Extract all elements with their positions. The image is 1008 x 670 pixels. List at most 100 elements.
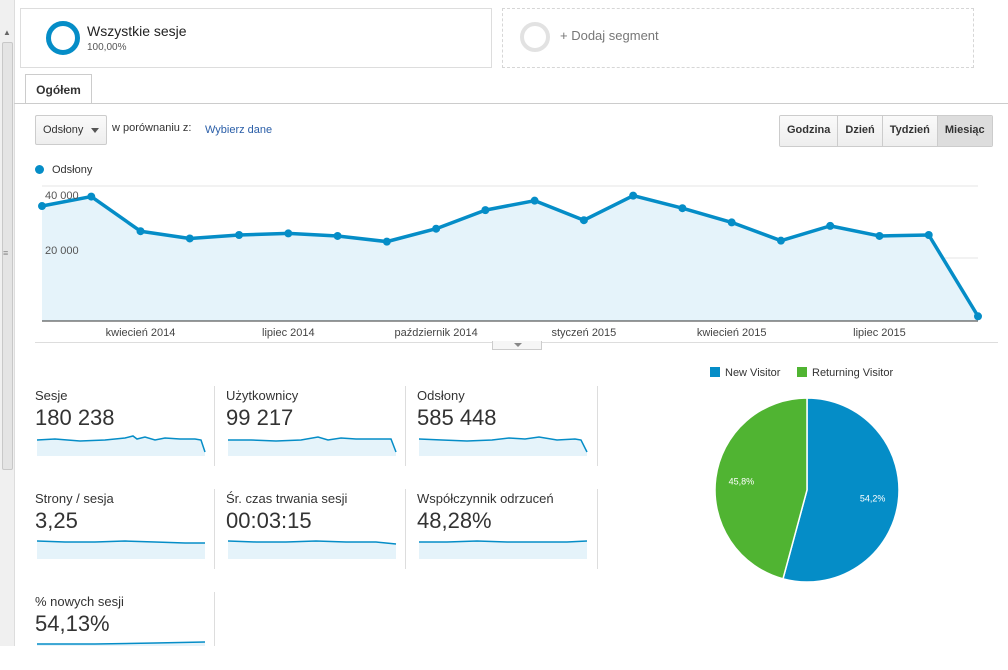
choose-metric-link[interactable]: Wybierz dane	[205, 124, 273, 136]
visitor-type-pie-chart[interactable]: 54,2% 45,8%	[712, 397, 902, 587]
collapse-chart-handle[interactable]	[492, 341, 542, 350]
tab-overview[interactable]: Ogółem	[25, 74, 92, 104]
data-point[interactable]	[727, 218, 736, 227]
x-tick-label: lipiec 2015	[853, 327, 906, 339]
metric-bounce-rate[interactable]: Współczynnik odrzuceń 48,28%	[417, 491, 597, 567]
metric-users[interactable]: Użytkownicy 99 217	[226, 388, 406, 464]
scrollbar-thumb[interactable]	[2, 42, 13, 470]
range-week-button[interactable]: Tydzień	[882, 116, 938, 146]
metric-divider	[405, 489, 406, 569]
legend-swatch-icon	[797, 367, 807, 377]
data-point[interactable]	[284, 229, 293, 238]
metric-divider	[405, 386, 406, 466]
metric-label: % nowych sesji	[35, 594, 124, 609]
metric-value: 54,13%	[35, 611, 110, 636]
pageviews-line-chart[interactable]: 40 000 20 000 kwiecień 2014 lipiec 2014 paźd…	[0, 170, 1008, 345]
vertical-scrollbar[interactable]: ▲ ≡	[0, 0, 15, 646]
metric-divider	[214, 489, 215, 569]
add-segment-label: + Dodaj segment	[560, 28, 659, 43]
pie-slice-label: 54,2%	[860, 494, 886, 504]
data-point[interactable]	[776, 236, 785, 245]
data-point[interactable]	[826, 221, 835, 230]
range-hour-button[interactable]: Godzina	[780, 116, 839, 146]
add-segment-ring-icon	[520, 22, 550, 52]
metric-label: Użytkownicy	[226, 388, 299, 403]
pie-legend-new[interactable]: New Visitor	[710, 367, 780, 379]
legend-swatch-icon	[710, 367, 720, 377]
pie-slice[interactable]	[782, 397, 900, 583]
data-point[interactable]	[185, 234, 194, 243]
pie-legend-returning[interactable]: Returning Visitor	[797, 367, 893, 379]
metric-label: Współczynnik odrzuceń	[417, 491, 554, 506]
data-point[interactable]	[382, 237, 391, 246]
metric-sparkline	[36, 435, 206, 456]
data-point[interactable]	[87, 192, 96, 201]
data-point[interactable]	[579, 216, 588, 225]
pie-legend-label: New Visitor	[725, 367, 781, 379]
data-point[interactable]	[924, 231, 933, 240]
metric-label: Śr. czas trwania sesji	[226, 491, 348, 506]
segment-ring-icon	[46, 21, 80, 55]
data-point[interactable]	[481, 206, 490, 215]
metric-sparkline	[36, 540, 205, 559]
chevron-down-icon	[91, 128, 99, 133]
scrollbar-grip-icon: ≡	[3, 248, 9, 258]
segment-all-sessions[interactable]: Wszystkie sesje 100,00%	[20, 8, 492, 68]
pie-slice[interactable]	[714, 397, 808, 580]
metric-value: 00:03:15	[226, 508, 312, 533]
time-range-toggle: Godzina Dzień Tydzień Miesiąc	[779, 115, 993, 147]
data-point[interactable]	[678, 204, 687, 213]
metric-label: Odsłony	[417, 388, 465, 403]
legend-dot-icon	[35, 165, 44, 174]
data-point[interactable]	[333, 231, 342, 240]
data-point[interactable]	[974, 312, 982, 321]
metric-value: 180 238	[35, 405, 115, 430]
data-point[interactable]	[235, 231, 244, 240]
tab-divider	[14, 103, 1008, 104]
metric-sparkline	[418, 436, 588, 456]
x-tick-label: styczeń 2015	[551, 327, 616, 339]
metric-label: Sesje	[35, 388, 68, 403]
pie-legend-label: Returning Visitor	[812, 367, 894, 379]
metric-value: 585 448	[417, 405, 497, 430]
data-point[interactable]	[38, 202, 46, 211]
range-day-button[interactable]: Dzień	[838, 116, 883, 146]
series-line	[41, 193, 980, 318]
add-segment-button[interactable]: + Dodaj segment	[502, 8, 974, 68]
data-point[interactable]	[875, 231, 884, 240]
x-tick-label: kwiecień 2015	[697, 327, 767, 339]
data-point[interactable]	[629, 191, 638, 200]
metric-pages-per-session[interactable]: Strony / sesja 3,25	[35, 491, 215, 567]
metric-select[interactable]: Odsłony	[35, 115, 107, 145]
data-point[interactable]	[432, 224, 441, 233]
metric-value: 48,28%	[417, 508, 492, 533]
data-point[interactable]	[530, 196, 539, 205]
compare-label: w porównaniu z:	[112, 122, 192, 134]
metric-divider	[214, 592, 215, 646]
pie-slice-label: 45,8%	[729, 476, 755, 486]
metric-pageviews[interactable]: Odsłony 585 448	[417, 388, 597, 464]
metric-select-value: Odsłony	[43, 124, 84, 136]
data-point[interactable]	[136, 227, 145, 236]
metric-divider	[597, 386, 598, 466]
x-tick-label: październik 2014	[395, 327, 478, 339]
metric-divider	[214, 386, 215, 466]
metric-sessions[interactable]: Sesje 180 238	[35, 388, 215, 464]
metric-sparkline	[37, 641, 206, 646]
metric-label: Strony / sesja	[35, 491, 114, 506]
segment-percent: 100,00%	[87, 42, 127, 53]
metric-sparkline	[228, 436, 397, 456]
legend-series-name: Odsłony	[52, 164, 93, 176]
line-chart-legend[interactable]: Odsłony	[35, 164, 92, 176]
metric-avg-session-duration[interactable]: Śr. czas trwania sesji 00:03:15	[226, 491, 406, 567]
metric-new-sessions-percent[interactable]: % nowych sesji 54,13%	[35, 594, 215, 670]
metric-value: 99 217	[226, 405, 294, 430]
metric-value: 3,25	[35, 508, 78, 533]
segment-name: Wszystkie sesje	[87, 23, 187, 39]
range-month-button[interactable]: Miesiąc	[937, 116, 992, 146]
scroll-up-arrow-icon[interactable]: ▲	[3, 28, 11, 37]
series-area	[42, 195, 978, 321]
x-tick-label: lipiec 2014	[262, 327, 315, 339]
y-tick-label: 40 000	[45, 190, 79, 202]
y-tick-label: 20 000	[45, 245, 79, 257]
